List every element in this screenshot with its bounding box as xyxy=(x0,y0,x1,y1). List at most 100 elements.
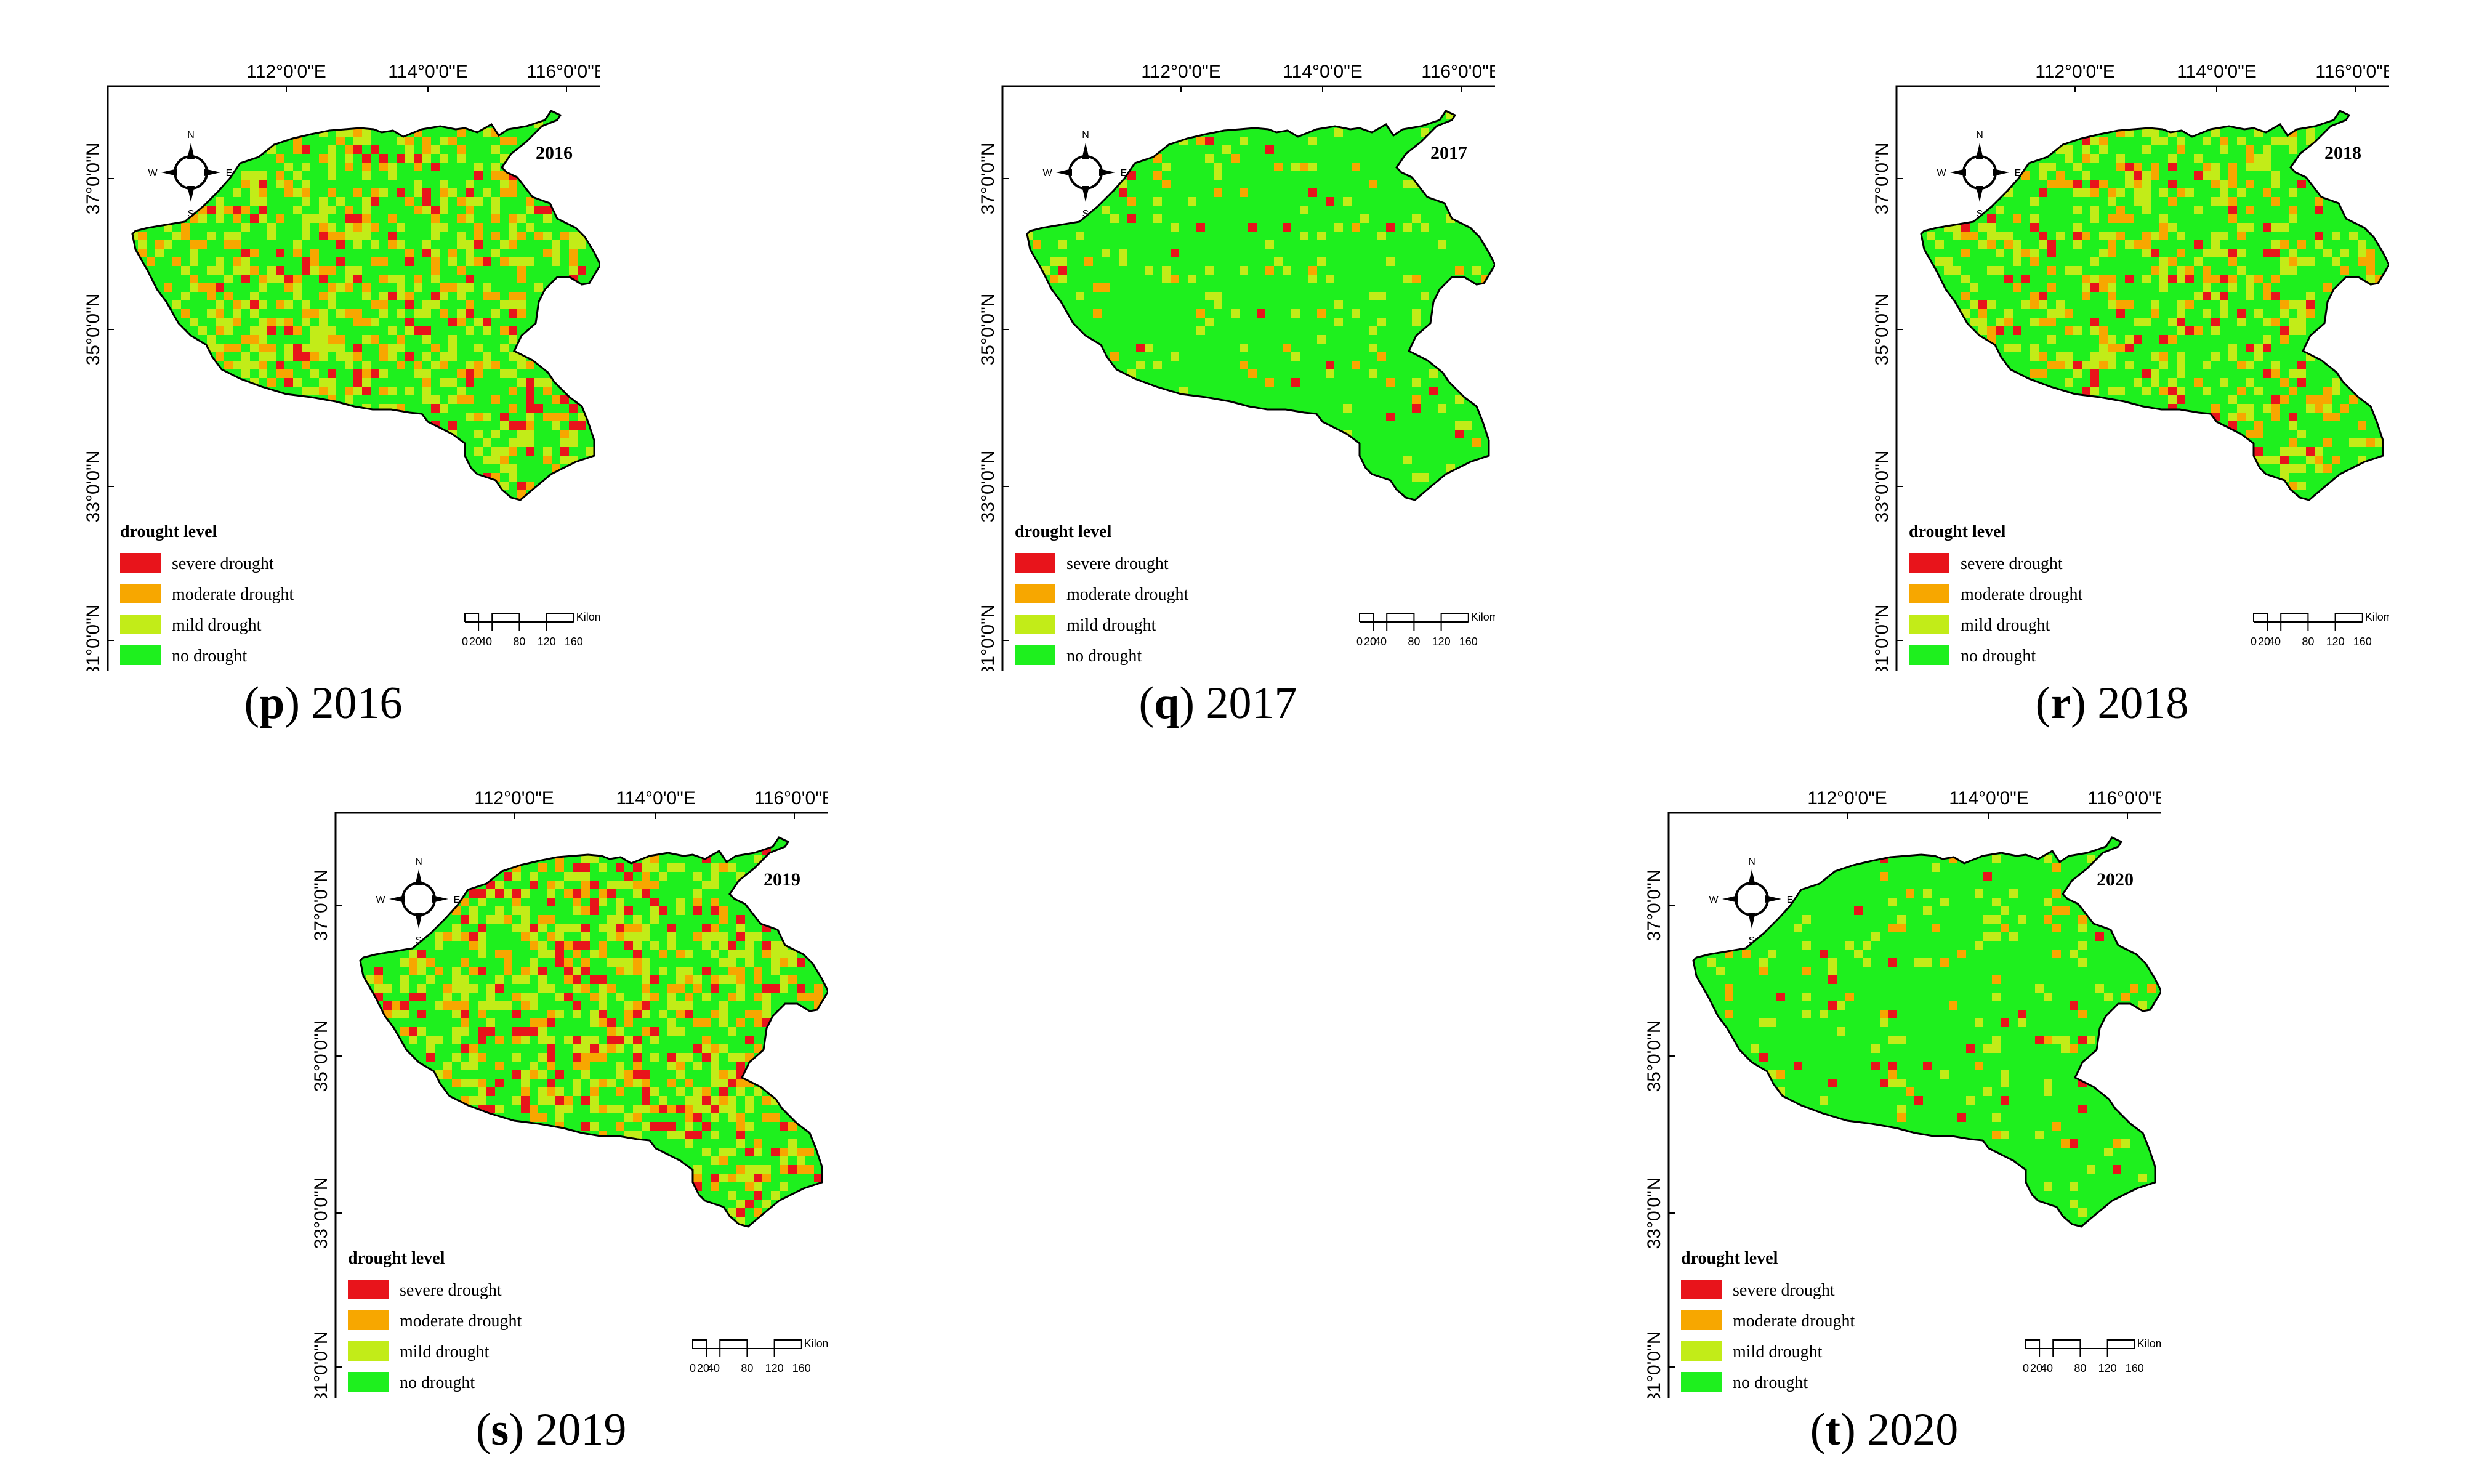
drought-cell xyxy=(521,1036,530,1044)
legend-swatch xyxy=(348,1341,389,1361)
drought-pixels xyxy=(1027,111,1489,482)
drought-cell xyxy=(293,240,302,249)
drought-cell xyxy=(310,387,319,395)
drought-cell xyxy=(474,413,483,421)
drought-cell xyxy=(371,369,379,378)
drought-cell xyxy=(469,967,478,975)
drought-cell xyxy=(302,361,310,369)
drought-cell xyxy=(1725,1010,1733,1018)
drought-cell xyxy=(1455,266,1464,275)
drought-cell xyxy=(555,932,564,941)
drought-cell xyxy=(302,344,310,352)
drought-cell xyxy=(2039,292,2047,300)
drought-cell xyxy=(2306,257,2315,266)
drought-cell xyxy=(530,967,538,975)
drought-cell xyxy=(284,378,293,387)
drought-cell xyxy=(1171,249,1179,257)
drought-cell xyxy=(336,344,345,352)
province-fill xyxy=(1693,837,2161,1227)
drought-cell xyxy=(2125,361,2134,369)
drought-cell xyxy=(581,1053,590,1062)
drought-cell xyxy=(2078,1010,2087,1018)
drought-cell xyxy=(512,1053,521,1062)
drought-cell xyxy=(2194,292,2203,300)
drought-cell xyxy=(2004,232,2013,240)
drought-cell xyxy=(780,1165,788,1174)
drought-cell xyxy=(491,249,500,257)
drought-cell xyxy=(685,1053,693,1062)
drought-cell xyxy=(547,932,555,941)
compass-e-label: E xyxy=(2015,168,2021,179)
drought-cell xyxy=(2280,378,2289,387)
drought-cell xyxy=(233,188,241,197)
legend-title: drought level xyxy=(1681,1249,1778,1268)
drought-cell xyxy=(478,898,486,906)
drought-cell xyxy=(814,1174,823,1182)
drought-cell xyxy=(267,318,276,326)
drought-cell xyxy=(216,300,224,309)
drought-cell xyxy=(555,941,564,950)
drought-cell xyxy=(1978,240,1987,249)
drought-cell xyxy=(405,197,414,206)
drought-cell xyxy=(250,326,259,335)
drought-cell xyxy=(2263,318,2271,326)
drought-cell xyxy=(702,932,711,941)
drought-cell xyxy=(474,223,483,232)
drought-cell xyxy=(379,344,388,352)
drought-cell xyxy=(400,1010,409,1018)
drought-cell xyxy=(547,889,555,898)
drought-cell xyxy=(2228,180,2237,188)
drought-cell xyxy=(2134,180,2142,188)
drought-cell xyxy=(443,1062,452,1070)
drought-cell xyxy=(2078,1208,2087,1217)
drought-cell xyxy=(693,906,702,915)
drought-pixels xyxy=(1927,128,2384,490)
drought-cell xyxy=(2125,163,2134,171)
drought-cell xyxy=(2203,275,2211,283)
drought-cell xyxy=(667,1053,676,1062)
drought-cell xyxy=(685,967,693,975)
drought-cell xyxy=(2271,456,2280,464)
drought-cell xyxy=(2151,378,2159,387)
legend-swatch xyxy=(1681,1372,1722,1392)
drought-cell xyxy=(1820,950,1828,958)
year-label: 2017 xyxy=(1430,143,1467,163)
drought-cell xyxy=(397,335,405,344)
drought-cell xyxy=(728,1105,736,1113)
drought-cell xyxy=(1940,958,1949,967)
legend-item-label: severe drought xyxy=(1066,554,1169,573)
drought-cell xyxy=(345,232,353,240)
drought-cell xyxy=(345,223,353,232)
drought-cell xyxy=(336,309,345,318)
drought-cell xyxy=(2108,283,2116,292)
drought-cell xyxy=(500,257,509,266)
drought-cell xyxy=(362,163,371,171)
drought-cell xyxy=(2047,266,2056,275)
drought-cell xyxy=(555,958,564,967)
drought-cell xyxy=(693,1165,702,1174)
drought-cell xyxy=(2018,1018,2026,1027)
drought-cell xyxy=(319,309,328,318)
drought-cell xyxy=(328,232,336,240)
drought-cell xyxy=(397,188,405,197)
drought-cell xyxy=(538,1070,547,1079)
drought-cell xyxy=(719,1156,728,1165)
drought-cell xyxy=(466,206,474,214)
drought-cell xyxy=(1058,266,1067,275)
drought-cell xyxy=(2185,266,2194,275)
drought-cell xyxy=(538,1018,547,1027)
drought-cell xyxy=(1205,292,1214,300)
drought-cell xyxy=(719,1010,728,1018)
drought-cell xyxy=(676,975,685,984)
legend-swatch xyxy=(1015,615,1055,634)
drought-cell xyxy=(530,932,538,941)
drought-cell xyxy=(534,206,543,214)
drought-cell xyxy=(500,344,509,352)
drought-cell xyxy=(504,915,512,924)
drought-cell xyxy=(2047,335,2056,344)
drought-cell xyxy=(590,855,599,863)
drought-cell xyxy=(517,309,526,318)
